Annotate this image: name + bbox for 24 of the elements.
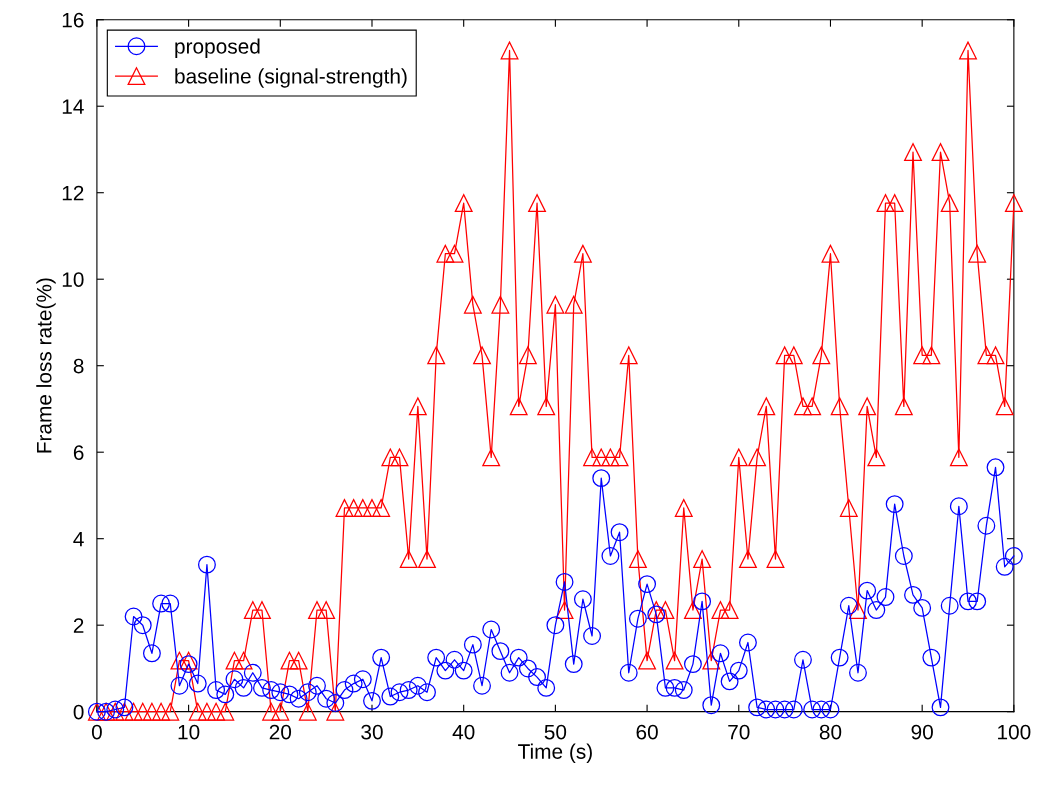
x-tick-label: 30 [361, 724, 383, 740]
y-tick-label: 16 [62, 12, 84, 28]
y-tick-label: 10 [62, 272, 84, 287]
x-tick-label: 60 [636, 724, 658, 740]
y-tick-label: 12 [62, 185, 84, 201]
x-tick-label: 80 [819, 724, 842, 740]
legend-label: proposed [175, 38, 260, 58]
y-tick-label: 0 [73, 704, 84, 720]
x-tick-label: 100 [998, 724, 1031, 740]
y-tick-label: 8 [73, 358, 84, 374]
y-tick-label: 6 [73, 445, 84, 460]
y-tick-label: 4 [73, 531, 84, 547]
x-tick-label: 70 [728, 724, 750, 740]
x-tick-label: 20 [269, 724, 292, 740]
x-tick-label: 40 [452, 724, 475, 740]
x-tick-label: 50 [544, 724, 567, 740]
legend-label: baseline (signal-strength) [175, 68, 407, 88]
y-tick-label: 14 [62, 99, 84, 114]
x-tick-label: 0 [91, 724, 102, 740]
x-tick-label: 10 [178, 724, 200, 740]
x-tick-label: 90 [911, 724, 933, 740]
y-axis-title: Frame loss rate(%) [36, 278, 56, 453]
y-tick-label: 2 [73, 618, 84, 633]
x-axis-title: Time (s) [518, 743, 592, 764]
